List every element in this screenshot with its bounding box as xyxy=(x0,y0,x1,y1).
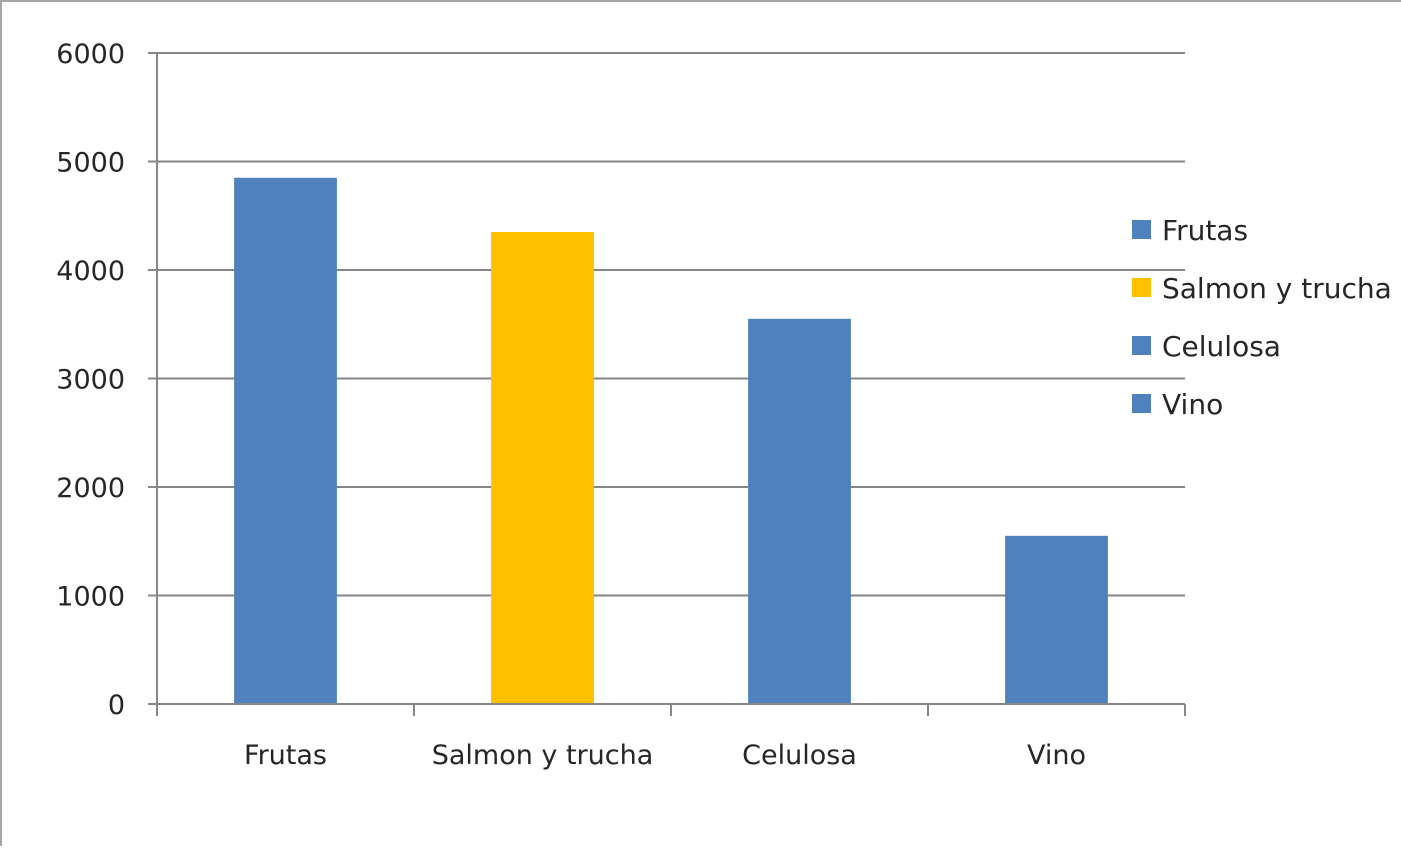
y-tick-label: 0 xyxy=(108,690,125,721)
x-tick-label: Celulosa xyxy=(742,740,857,771)
y-tick-label: 1000 xyxy=(56,582,125,613)
bar-vino xyxy=(1005,535,1108,704)
legend-label: Frutas xyxy=(1162,214,1248,247)
legend-label: Celulosa xyxy=(1162,330,1281,363)
axes xyxy=(148,52,1186,716)
legend-label: Salmon y trucha xyxy=(1162,272,1392,305)
bar-salmon-y-trucha xyxy=(491,232,594,704)
legend-swatch xyxy=(1132,336,1151,355)
y-tick-label: 6000 xyxy=(56,39,125,70)
legend-swatch xyxy=(1132,278,1151,297)
bars xyxy=(234,177,1108,704)
legend-label: Vino xyxy=(1162,388,1223,421)
x-tick-label: Vino xyxy=(1027,740,1086,771)
y-tick-label: 2000 xyxy=(56,473,125,504)
bar-frutas xyxy=(234,177,337,704)
y-tick-label: 4000 xyxy=(56,256,125,287)
legend: Frutas Salmon y trucha Celulosa Vino xyxy=(1132,214,1392,421)
x-tick-labels: Frutas Salmon y trucha Celulosa Vino xyxy=(244,740,1086,771)
y-tick-label: 5000 xyxy=(56,148,125,179)
x-tick-label: Frutas xyxy=(244,740,327,771)
bar-celulosa xyxy=(748,318,851,704)
x-tick-label: Salmon y trucha xyxy=(432,740,654,771)
legend-swatch xyxy=(1132,394,1151,413)
y-tick-label: 3000 xyxy=(56,365,125,396)
y-tick-labels: 0 1000 2000 3000 4000 5000 6000 xyxy=(56,39,125,721)
legend-swatch xyxy=(1132,220,1151,239)
